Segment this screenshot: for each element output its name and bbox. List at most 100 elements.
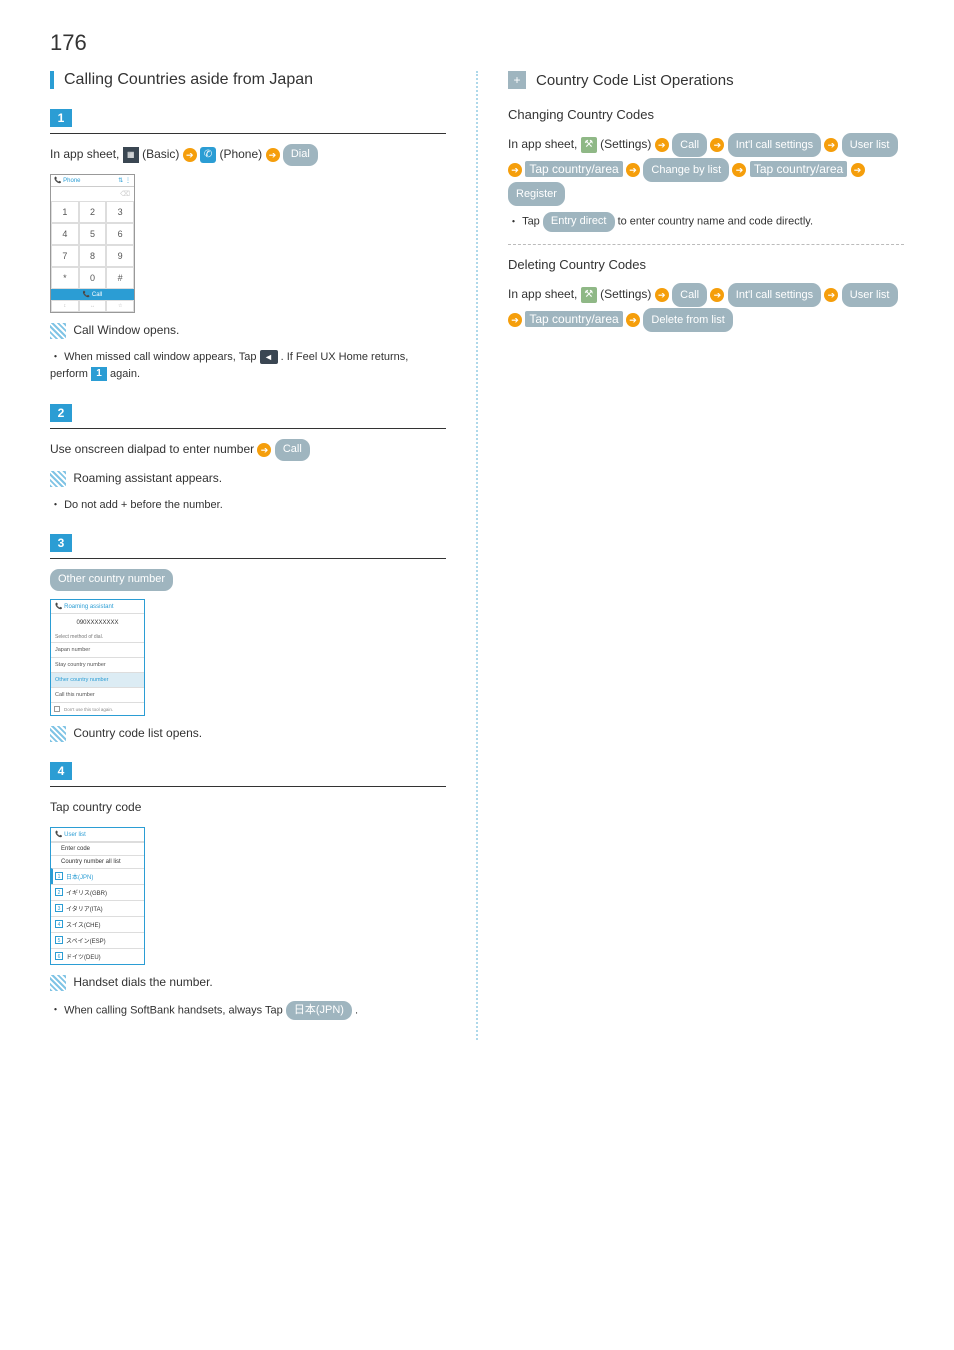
step-4: 4 Tap country code 📞 User list Enter cod…: [50, 762, 446, 1020]
arrow-icon: ➔: [655, 288, 669, 302]
result-label: Handset dials the number.: [73, 975, 212, 989]
arrow-icon: ➔: [183, 148, 197, 162]
apps-grid-icon: ▦: [123, 147, 139, 163]
userlist-pill: User list: [842, 133, 898, 157]
divider: [50, 786, 446, 787]
step-1-note: When missed call window appears, Tap ◄ .…: [50, 349, 446, 384]
foot-btn: ↔: [79, 300, 107, 312]
key: #: [106, 267, 134, 289]
result-icon: [50, 323, 66, 339]
result-icon: [50, 975, 66, 991]
arrow-icon: ➔: [655, 138, 669, 152]
key: 8: [79, 245, 107, 267]
step-number-4: 4: [50, 762, 72, 780]
mock-top-item: Enter code: [51, 842, 144, 855]
mock-header: 📞 Phone ⇅ ⋮: [51, 175, 134, 187]
arrow-icon: ➔: [508, 313, 522, 327]
result-label: Country code list opens.: [73, 726, 202, 740]
mock-top-item: Country number all list: [51, 855, 144, 868]
mock-number: 090XXXXXXXX: [51, 614, 144, 632]
step-4-result: Handset dials the number.: [50, 975, 446, 991]
key: 7: [51, 245, 79, 267]
text: Tap: [522, 216, 543, 228]
arrow-icon: ➔: [266, 148, 280, 162]
delete-codes-steps: In app sheet, ⚒ (Settings) ➔ Call ➔ Int'…: [508, 282, 904, 332]
result-icon: [50, 471, 66, 487]
mock-header: 📞 Roaming assistant: [51, 600, 144, 614]
entry-direct-pill: Entry direct: [543, 212, 615, 232]
key: 4: [51, 223, 79, 245]
key: 2: [79, 201, 107, 223]
text: (Phone): [219, 147, 262, 161]
text: to enter country name and code directly.: [618, 216, 813, 228]
delete-codes-title: Deleting Country Codes: [508, 257, 904, 272]
text: In app sheet,: [50, 147, 123, 161]
text: Do not add + before the number.: [64, 499, 223, 511]
mock-footer: ↕ ↔ ☆: [51, 300, 134, 312]
tap-text: Tap country/area: [750, 161, 847, 177]
step-2-note: Do not add + before the number.: [50, 497, 446, 515]
foot-btn: ☆: [106, 300, 134, 312]
dial-pill: Dial: [283, 144, 318, 166]
register-pill: Register: [508, 182, 565, 206]
page-number: 176: [50, 30, 904, 56]
arrow-icon: ➔: [851, 163, 865, 177]
checkbox-icon: [54, 706, 60, 712]
mock-item-selected: Other country number: [51, 672, 144, 687]
step-3: 3 Other country number 📞 Roaming assista…: [50, 534, 446, 742]
step-2-text: Use onscreen dialpad to enter number ➔ C…: [50, 439, 446, 461]
step-1-text: In app sheet, ▦ (Basic) ➔ ✆ (Phone) ➔ Di…: [50, 144, 446, 166]
arrow-icon: ➔: [732, 163, 746, 177]
mock-item: Japan number: [51, 642, 144, 657]
text: When calling SoftBank handsets, always T…: [64, 1004, 286, 1016]
two-column-layout: Calling Countries aside from Japan 1 In …: [50, 71, 904, 1040]
text: In app sheet,: [508, 137, 581, 151]
mock-menu: ⇅ ⋮: [118, 177, 131, 184]
mock-display: ⌫: [51, 187, 134, 201]
step-2-result: Roaming assistant appears.: [50, 471, 446, 487]
mock-country-row: 2イギリス(GBR): [51, 884, 144, 900]
key: 6: [106, 223, 134, 245]
phone-icon: ✆: [200, 147, 216, 163]
mock-country-row: 1日本(JPN): [51, 868, 144, 884]
text: (Basic): [142, 147, 179, 161]
back-icon: ◄: [260, 350, 278, 364]
call-pill: Call: [672, 133, 707, 157]
divider: [50, 133, 446, 134]
mock-item: Stay country number: [51, 657, 144, 672]
arrow-icon: ➔: [257, 443, 271, 457]
text: (Settings): [600, 137, 651, 151]
mock-country-row: 4スイス(CHE): [51, 916, 144, 932]
key: *: [51, 267, 79, 289]
mock-header: 📞 User list: [51, 828, 144, 842]
inline-step-ref: 1: [91, 367, 107, 381]
text: .: [355, 1004, 358, 1016]
text: again.: [110, 368, 140, 380]
tap-text: Tap country/area: [525, 311, 622, 327]
mock-country-row: 6ドイツ(DEU): [51, 948, 144, 964]
result-label: Call Window opens.: [73, 323, 179, 337]
jpn-pill: 日本(JPN): [286, 1001, 352, 1021]
step-1-result: Call Window opens.: [50, 323, 446, 339]
dialpad-screenshot: 📞 Phone ⇅ ⋮ ⌫ 1 2 3 4 5 6 7 8 9 * 0 #: [50, 174, 135, 313]
call-pill: Call: [672, 283, 707, 307]
step-number-3: 3: [50, 534, 72, 552]
arrow-icon: ➔: [710, 288, 724, 302]
right-column: + Country Code List Operations Changing …: [476, 71, 904, 1040]
arrow-icon: ➔: [824, 138, 838, 152]
call-pill: Call: [275, 439, 310, 461]
call-bar: 📞 Call: [51, 289, 134, 300]
text: When missed call window appears, Tap: [64, 351, 259, 363]
userlist-screenshot: 📞 User list Enter code Country number al…: [50, 827, 145, 965]
section-title: Calling Countries aside from Japan: [50, 71, 446, 89]
step-number-2: 2: [50, 404, 72, 422]
change-codes-steps: In app sheet, ⚒ (Settings) ➔ Call ➔ Int'…: [508, 132, 904, 206]
arrow-icon: ➔: [508, 163, 522, 177]
dialpad-grid: 1 2 3 4 5 6 7 8 9 * 0 #: [51, 201, 134, 289]
mock-label: Select method of dial.: [51, 632, 144, 642]
other-country-pill: Other country number: [50, 569, 173, 591]
step-3-result: Country code list opens.: [50, 726, 446, 742]
mock-title: 📞 Phone: [54, 177, 81, 184]
roaming-assistant-screenshot: 📞 Roaming assistant 090XXXXXXXX Select m…: [50, 599, 145, 716]
arrow-icon: ➔: [626, 163, 640, 177]
